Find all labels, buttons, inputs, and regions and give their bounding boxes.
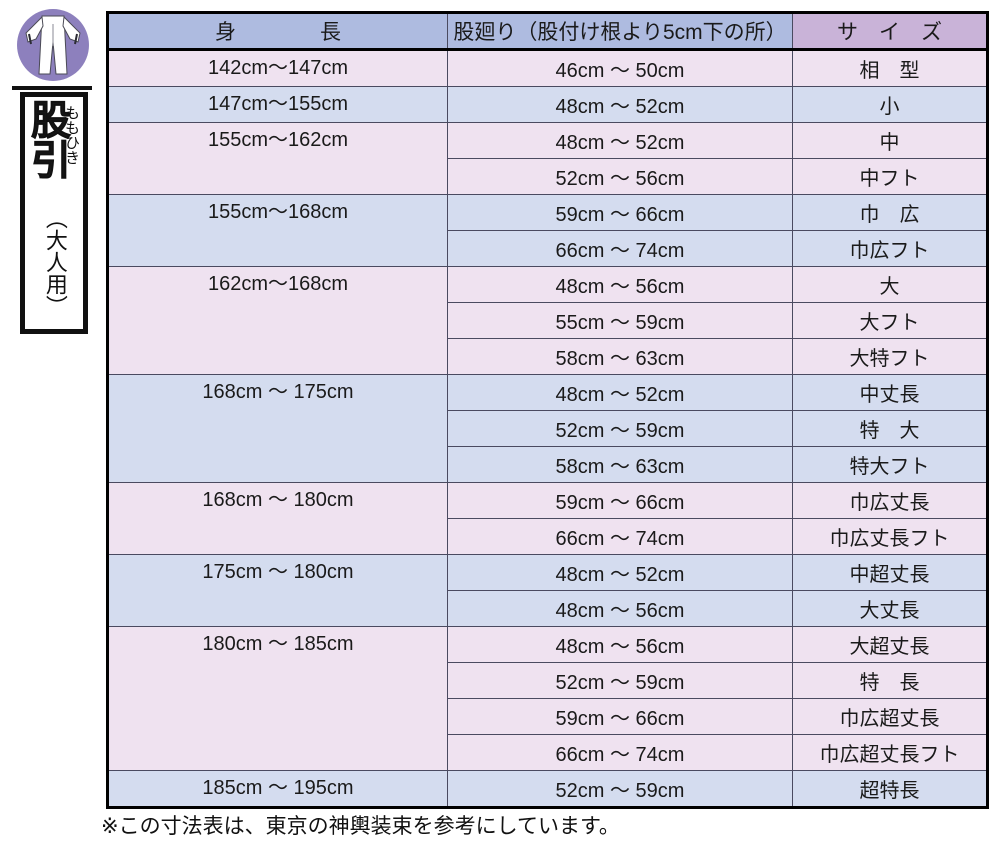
product-title-sub: （大人用） (41, 207, 67, 317)
cell-height-range: 147cm〜155cm (107, 86, 448, 123)
cell-thigh-range: 52cm 〜 59cm (447, 770, 793, 808)
cell-height-range: 155cm〜162cm (107, 122, 448, 195)
cell-thigh-range: 48cm 〜 56cm (447, 626, 793, 663)
cell-size-label: 巾広丈長 (792, 482, 988, 519)
cell-thigh-range: 52cm 〜 59cm (447, 662, 793, 699)
table-row: 168cm 〜 175cm 48cm 〜 52cm 中丈長 (107, 374, 988, 483)
table-row: 52cm 〜 56cm 中フト (108, 158, 988, 195)
cell-height-range: 142cm〜147cm (107, 49, 448, 87)
cell-thigh-range: 55cm 〜 59cm (447, 302, 793, 339)
cell-thigh-range: 59cm 〜 66cm (447, 194, 793, 231)
cell-size-label: 中丈長 (792, 374, 988, 411)
cell-size-label: 特 大 (792, 410, 988, 447)
cell-thigh-range: 66cm 〜 74cm (447, 518, 793, 555)
table-row: 52cm 〜 59cm 特 大 (108, 410, 988, 447)
cell-size-label: 巾広超丈長フト (792, 734, 988, 771)
cell-size-label: 中 (792, 122, 988, 159)
cell-height-range: 168cm 〜 180cm (107, 482, 448, 555)
cell-size-label: 特大フト (792, 446, 988, 483)
cell-thigh-range: 59cm 〜 66cm (447, 698, 793, 735)
column-header-size: サ イ ズ (792, 12, 988, 51)
cell-thigh-range: 58cm 〜 63cm (447, 338, 793, 375)
cell-size-label: 中超丈長 (792, 554, 988, 591)
size-chart-table: 身 長 股廻り（股付け根より5cm下の所） サ イ ズ 142cm〜147cm 4… (106, 11, 989, 809)
table-row: 66cm 〜 74cm 巾広丈長フト (108, 518, 988, 555)
brand-block: 股引 ももひき （大人用） (8, 4, 100, 334)
table-row: 142cm〜147cm 46cm 〜 50cm 相 型 (107, 49, 988, 87)
cell-height-range: 180cm 〜 185cm (107, 626, 448, 771)
cell-size-label: 大丈長 (792, 590, 988, 627)
cell-size-label: 中フト (792, 158, 988, 195)
cell-size-label: 巾広超丈長 (792, 698, 988, 735)
table-row: 147cm〜155cm 48cm 〜 52cm 小 (107, 86, 988, 123)
cell-thigh-range: 58cm 〜 63cm (447, 446, 793, 483)
cell-thigh-range: 46cm 〜 50cm (447, 49, 793, 87)
size-chart-container: 身 長 股廻り（股付け根より5cm下の所） サ イ ズ 142cm〜147cm 4… (106, 11, 989, 809)
product-title-box: 股引 ももひき （大人用） (20, 92, 88, 334)
cell-height-range: 185cm 〜 195cm (107, 770, 448, 808)
cell-thigh-range: 48cm 〜 52cm (447, 554, 793, 591)
cell-height-range: 155cm〜168cm (107, 194, 448, 267)
cell-height-range: 162cm〜168cm (107, 266, 448, 375)
table-row: 155cm〜162cm 48cm 〜 52cm 中 (107, 122, 988, 195)
cell-thigh-range: 52cm 〜 59cm (447, 410, 793, 447)
cell-thigh-range: 48cm 〜 56cm (447, 266, 793, 303)
cell-size-label: 特 長 (792, 662, 988, 699)
cell-thigh-range: 48cm 〜 52cm (447, 122, 793, 159)
logo-divider (12, 86, 92, 90)
cell-thigh-range: 48cm 〜 56cm (447, 590, 793, 627)
column-header-thigh: 股廻り（股付け根より5cm下の所） (447, 12, 793, 51)
table-row: 175cm 〜 180cm 48cm 〜 52cm 中超丈長 (107, 554, 988, 627)
table-header-row: 身 長 股廻り（股付け根より5cm下の所） サ イ ズ (107, 12, 988, 51)
cell-thigh-range: 59cm 〜 66cm (447, 482, 793, 519)
table-row: 52cm 〜 59cm 特 長 (108, 662, 988, 699)
cell-height-range: 168cm 〜 175cm (107, 374, 448, 483)
table-row: 155cm〜168cm 59cm 〜 66cm 巾 広 (107, 194, 988, 267)
table-row: 58cm 〜 63cm 特大フト (108, 446, 988, 483)
product-title-furigana: ももひき (63, 105, 81, 165)
cell-thigh-range: 48cm 〜 52cm (447, 86, 793, 123)
momohiki-trousers-icon (14, 6, 92, 84)
table-row: 66cm 〜 74cm 巾広フト (108, 230, 988, 267)
cell-size-label: 大 (792, 266, 988, 303)
cell-thigh-range: 66cm 〜 74cm (447, 230, 793, 267)
product-title-main: 股引 (24, 99, 71, 180)
cell-size-label: 大超丈長 (792, 626, 988, 663)
footnote-text: ※この寸法表は、東京の神輿装束を参考にしています。 (101, 815, 620, 838)
cell-size-label: 巾広丈長フト (792, 518, 988, 555)
cell-thigh-range: 66cm 〜 74cm (447, 734, 793, 771)
cell-height-range: 175cm 〜 180cm (107, 554, 448, 627)
table-row: 58cm 〜 63cm 大特フト (108, 338, 988, 375)
table-row: 168cm 〜 180cm 59cm 〜 66cm 巾広丈長 (107, 482, 988, 555)
cell-thigh-range: 48cm 〜 52cm (447, 374, 793, 411)
table-row: 162cm〜168cm 48cm 〜 56cm 大 (107, 266, 988, 375)
size-chart-body: 142cm〜147cm 46cm 〜 50cm 相 型 147cm〜155cm 48cm… (107, 49, 988, 808)
cell-size-label: 大フト (792, 302, 988, 339)
cell-size-label: 大特フト (792, 338, 988, 375)
cell-size-label: 巾広フト (792, 230, 988, 267)
cell-thigh-range: 52cm 〜 56cm (447, 158, 793, 195)
table-row: 185cm 〜 195cm 52cm 〜 59cm 超特長 (107, 770, 988, 808)
cell-size-label: 相 型 (792, 49, 988, 87)
cell-size-label: 超特長 (792, 770, 988, 808)
table-row: 59cm 〜 66cm 巾広超丈長 (108, 698, 988, 735)
cell-size-label: 巾 広 (792, 194, 988, 231)
table-row: 180cm 〜 185cm 48cm 〜 56cm 大超丈長 (107, 626, 988, 771)
cell-size-label: 小 (792, 86, 988, 123)
column-header-height: 身 長 (107, 12, 448, 51)
table-row: 66cm 〜 74cm 巾広超丈長フト (108, 734, 988, 771)
